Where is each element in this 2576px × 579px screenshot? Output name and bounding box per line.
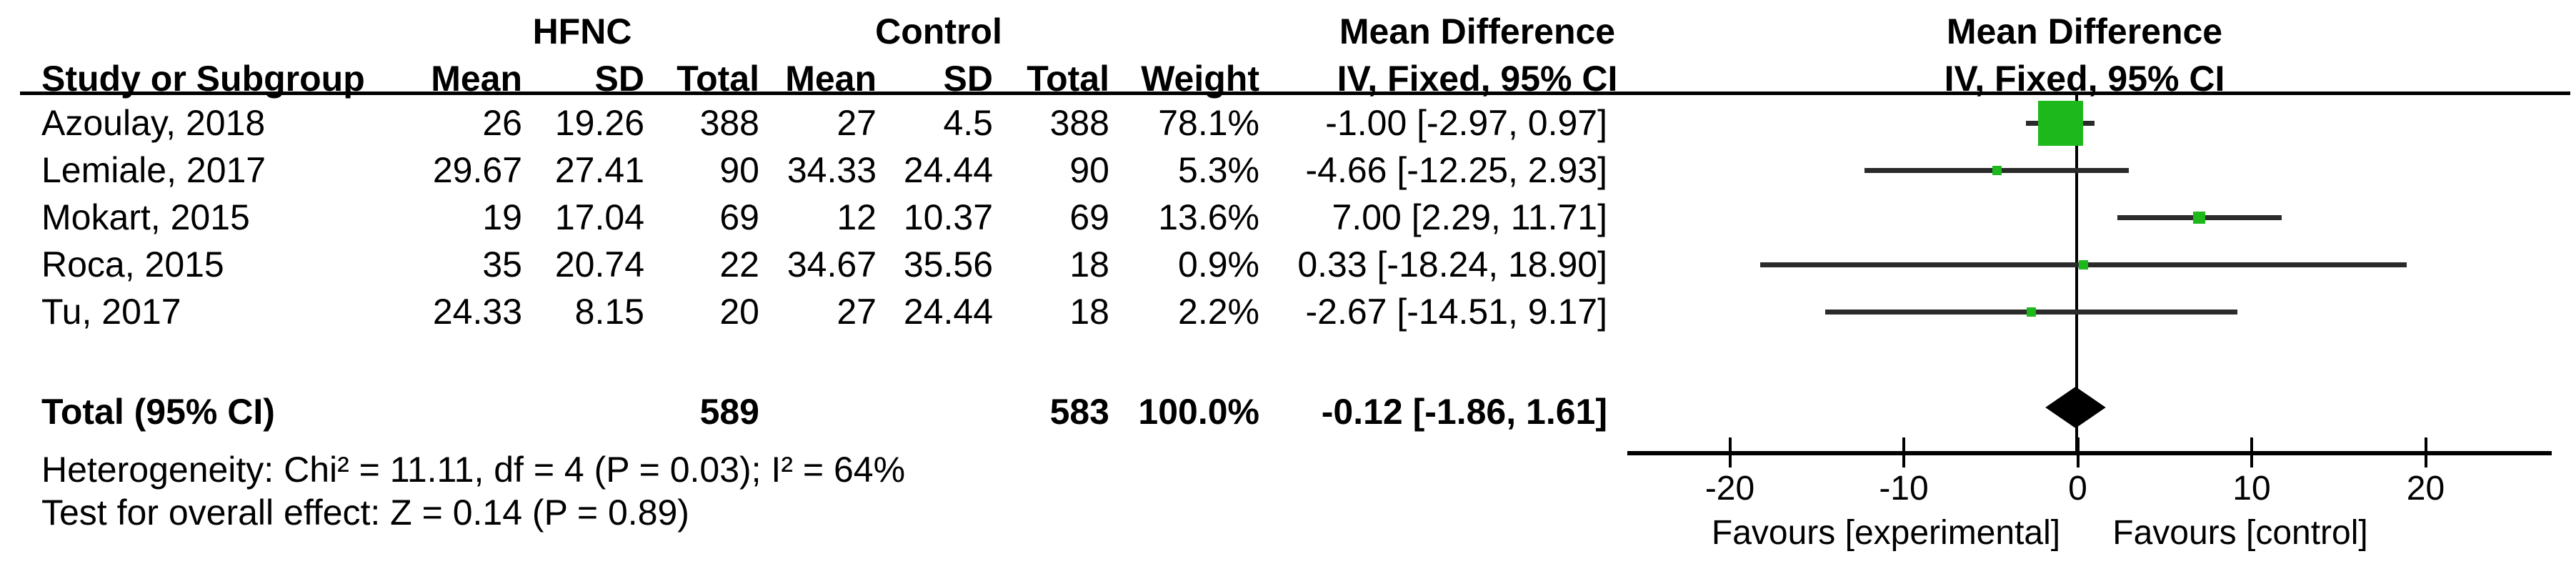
control-mean: 27 <box>837 103 877 143</box>
table-row: Tu, 2017 24.33 8.15 20 27 24.44 18 2.2% -2.67 [-… <box>0 290 2576 334</box>
hfnc-total: 388 <box>699 103 759 143</box>
hfnc-sd: 27.41 <box>554 150 644 190</box>
mean-difference-ci-text: -1.00 [-2.97, 0.97] <box>1325 103 1607 143</box>
control-sd: 10.37 <box>903 197 993 237</box>
group-header-hfnc: HFNC <box>532 11 632 51</box>
hfnc-total: 22 <box>719 244 759 284</box>
total-ci-text: -0.12 [-1.86, 1.61] <box>1321 392 1607 432</box>
effect-square <box>2193 211 2206 224</box>
weight-value: 78.1% <box>1158 103 1259 143</box>
study-name: Tu, 2017 <box>41 292 181 332</box>
control-mean: 27 <box>837 292 877 332</box>
control-total: 18 <box>1069 292 1109 332</box>
favours-control-label: Favours [control] <box>2112 514 2368 552</box>
axis-tick-label: 10 <box>2232 470 2271 508</box>
hfnc-sd: 19.26 <box>554 103 644 143</box>
control-sd: 35.56 <box>903 244 993 284</box>
weight-value: 0.9% <box>1178 244 1259 284</box>
control-mean: 34.67 <box>787 244 877 284</box>
hfnc-total: 69 <box>719 197 759 237</box>
hfnc-mean: 19 <box>482 197 522 237</box>
mean-difference-ci-text: -2.67 [-14.51, 9.17] <box>1305 292 1607 332</box>
mean-difference-ci-text: -4.66 [-12.25, 2.93] <box>1305 150 1607 190</box>
effect-square <box>1992 165 2002 175</box>
effect-square <box>2026 307 2036 317</box>
weight-value: 5.3% <box>1178 150 1259 190</box>
hfnc-total: 20 <box>719 292 759 332</box>
header-divider-rule <box>20 91 2570 95</box>
mean-difference-ci-text: 0.33 [-18.24, 18.90] <box>1297 244 1607 284</box>
total-weight: 100.0% <box>1138 392 1259 432</box>
total-row: Total (95% CI) 589 583 100.0% -0.12 [-1.… <box>0 390 2576 434</box>
control-sd: 24.44 <box>903 150 993 190</box>
group-header-control: Control <box>875 11 1002 51</box>
total-hfnc-n: 589 <box>699 392 759 432</box>
favours-experimental-label: Favours [experimental] <box>1711 514 2061 552</box>
axis-tick-label: 20 <box>2406 470 2445 508</box>
study-name: Lemiale, 2017 <box>41 150 266 190</box>
hfnc-mean: 24.33 <box>432 292 522 332</box>
control-total: 90 <box>1069 150 1109 190</box>
axis-tick <box>1902 437 1905 467</box>
axis-tick <box>2076 437 2080 467</box>
x-axis-line <box>1627 451 2552 455</box>
hfnc-mean: 26 <box>482 103 522 143</box>
total-control-n: 583 <box>1049 392 1109 432</box>
heterogeneity-text: Heterogeneity: Chi² = 11.11, df = 4 (P =… <box>41 450 906 490</box>
overall-effect-text: Test for overall effect: Z = 0.14 (P = 0… <box>41 493 689 533</box>
axis-tick-label: 0 <box>2068 470 2087 508</box>
table-row: Roca, 2015 35 20.74 22 34.67 35.56 18 0.9% 0.33 … <box>0 242 2576 287</box>
mean-difference-ci-text: 7.00 [2.29, 11.71] <box>1332 197 1608 237</box>
axis-tick-label: -10 <box>1879 470 1929 508</box>
axis-tick <box>2250 437 2253 467</box>
total-label: Total (95% CI) <box>41 392 275 432</box>
hfnc-sd: 17.04 <box>554 197 644 237</box>
control-mean: 34.33 <box>787 150 877 190</box>
hfnc-mean: 35 <box>482 244 522 284</box>
control-mean: 12 <box>837 197 877 237</box>
control-total: 388 <box>1049 103 1109 143</box>
control-total: 18 <box>1069 244 1109 284</box>
effect-square <box>2079 259 2089 269</box>
study-name: Roca, 2015 <box>41 244 224 284</box>
axis-tick <box>2424 437 2427 467</box>
hfnc-sd: 20.74 <box>554 244 644 284</box>
table-row: Azoulay, 2018 26 19.26 388 27 4.5 388 78.1% -1.0… <box>0 101 2576 145</box>
effect-square <box>2037 100 2083 146</box>
column-header-mean-difference: Mean Difference <box>1339 11 1616 51</box>
hfnc-total: 90 <box>719 150 759 190</box>
study-name: Azoulay, 2018 <box>41 103 266 143</box>
control-sd: 4.5 <box>943 103 993 143</box>
plot-header-mean-difference: Mean Difference <box>1946 11 2223 51</box>
zero-line <box>2075 95 2078 454</box>
hfnc-sd: 8.15 <box>574 292 644 332</box>
axis-tick <box>1728 437 1732 467</box>
hfnc-mean: 29.67 <box>432 150 522 190</box>
table-row: Mokart, 2015 19 17.04 69 12 10.37 69 13.6% 7.00 … <box>0 195 2576 239</box>
study-name: Mokart, 2015 <box>41 197 250 237</box>
control-sd: 24.44 <box>903 292 993 332</box>
table-row: Lemiale, 2017 29.67 27.41 90 34.33 24.44 90 5.3… <box>0 148 2576 192</box>
weight-value: 2.2% <box>1178 292 1259 332</box>
control-total: 69 <box>1069 197 1109 237</box>
axis-tick-label: -20 <box>1704 470 1755 508</box>
weight-value: 13.6% <box>1158 197 1259 237</box>
